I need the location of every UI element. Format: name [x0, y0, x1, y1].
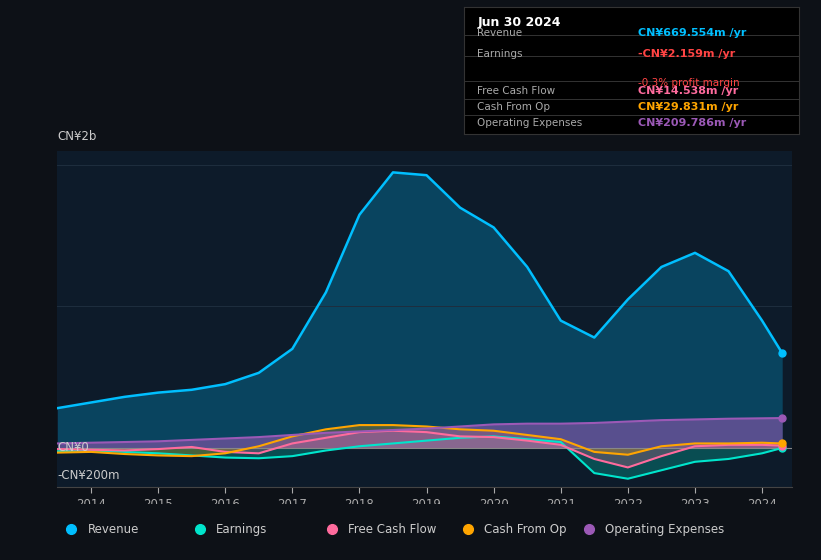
Text: CN¥2b: CN¥2b	[57, 130, 97, 143]
Text: Operating Expenses: Operating Expenses	[605, 522, 724, 536]
Text: Operating Expenses: Operating Expenses	[477, 118, 583, 128]
Text: Earnings: Earnings	[216, 522, 268, 536]
Text: CN¥209.786m /yr: CN¥209.786m /yr	[638, 118, 746, 128]
Text: Jun 30 2024: Jun 30 2024	[477, 16, 561, 29]
Text: CN¥0: CN¥0	[57, 441, 89, 454]
Text: Cash From Op: Cash From Op	[477, 102, 550, 112]
Text: -CN¥2.159m /yr: -CN¥2.159m /yr	[638, 49, 736, 59]
Text: CN¥29.831m /yr: CN¥29.831m /yr	[638, 102, 738, 112]
Text: Free Cash Flow: Free Cash Flow	[348, 522, 437, 536]
Text: CN¥14.538m /yr: CN¥14.538m /yr	[638, 86, 738, 96]
Text: Free Cash Flow: Free Cash Flow	[477, 86, 555, 96]
Text: Earnings: Earnings	[477, 49, 523, 59]
Text: Cash From Op: Cash From Op	[484, 522, 567, 536]
Text: -CN¥200m: -CN¥200m	[57, 469, 120, 482]
Text: Revenue: Revenue	[477, 29, 522, 39]
Text: -0.3% profit margin: -0.3% profit margin	[638, 78, 740, 87]
Text: Revenue: Revenue	[88, 522, 140, 536]
Text: CN¥669.554m /yr: CN¥669.554m /yr	[638, 29, 746, 39]
